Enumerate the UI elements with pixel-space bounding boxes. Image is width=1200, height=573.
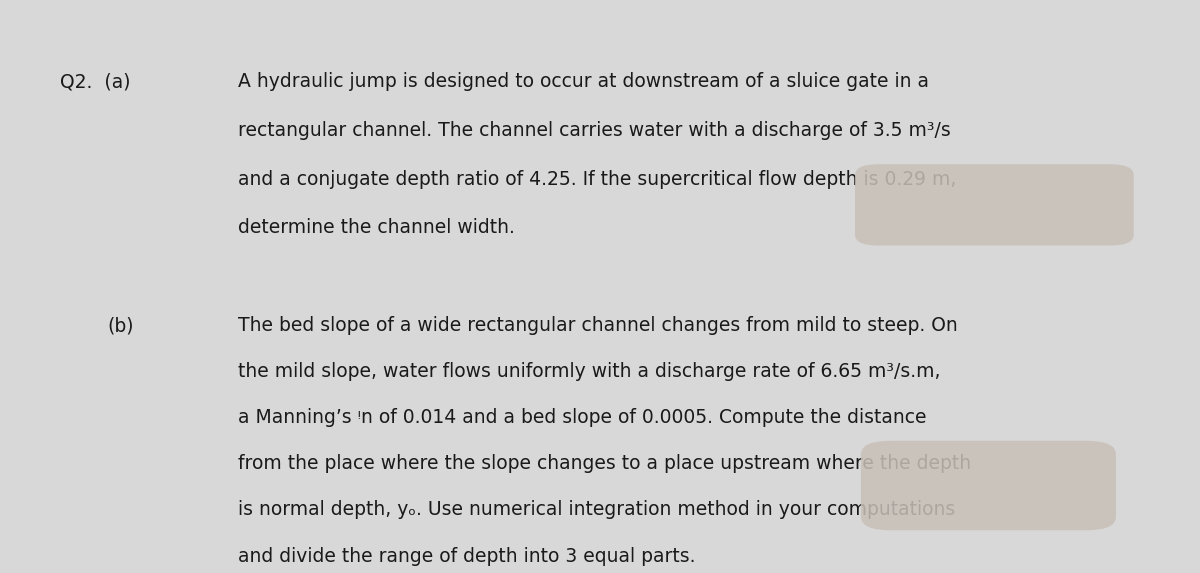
Text: A hydraulic jump is designed to occur at downstream of a sluice gate in a: A hydraulic jump is designed to occur at…	[239, 72, 929, 91]
Text: from the place where the slope changes to a place upstream where the depth: from the place where the slope changes t…	[239, 454, 971, 473]
Text: rectangular channel. The channel carries water with a discharge of 3.5 m³/s: rectangular channel. The channel carries…	[239, 121, 950, 140]
Text: The bed slope of a wide rectangular channel changes from mild to steep. On: The bed slope of a wide rectangular chan…	[239, 316, 958, 335]
FancyBboxPatch shape	[856, 164, 1134, 246]
Text: (b): (b)	[108, 316, 134, 335]
Text: is normal depth, yₒ. Use numerical integration method in your computations: is normal depth, yₒ. Use numerical integ…	[239, 500, 955, 520]
Text: determine the channel width.: determine the channel width.	[239, 218, 515, 237]
Text: the mild slope, water flows uniformly with a discharge rate of 6.65 m³/s.m,: the mild slope, water flows uniformly wi…	[239, 362, 941, 381]
Text: Q2.  (a): Q2. (a)	[60, 72, 131, 91]
Text: and divide the range of depth into 3 equal parts.: and divide the range of depth into 3 equ…	[239, 547, 696, 566]
Text: a Manning’s ᵎn of 0.014 and a bed slope of 0.0005. Compute the distance: a Manning’s ᵎn of 0.014 and a bed slope …	[239, 408, 926, 427]
Text: and a conjugate depth ratio of 4.25. If the supercritical flow depth is 0.29 m,: and a conjugate depth ratio of 4.25. If …	[239, 170, 956, 189]
FancyBboxPatch shape	[860, 441, 1116, 530]
